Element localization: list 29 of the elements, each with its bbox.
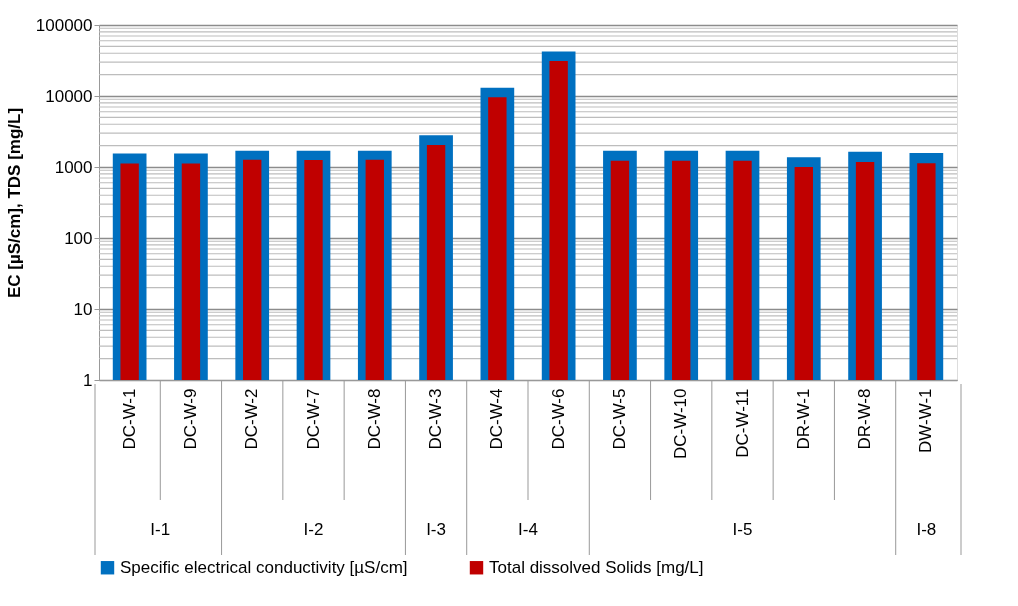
- y-tick-label: 10: [73, 299, 93, 319]
- y-tick-label: 1000: [54, 157, 93, 177]
- legend-label: Total dissolved Solids [mg/L]: [489, 557, 704, 577]
- y-axis-title: EC [µS/cm], TDS [mg/L]: [4, 107, 24, 299]
- legend-label: Specific electrical conductivity [µS/cm]: [120, 557, 408, 577]
- y-tick-label: 100: [64, 228, 93, 248]
- x-tick-label: DC-W-2: [242, 388, 262, 450]
- x-tick-label: DC-W-6: [548, 388, 568, 450]
- x-tick-label: DC-W-9: [180, 388, 200, 450]
- x-tick-label: DC-W-11: [732, 388, 752, 458]
- x-tick-label: DC-W-7: [303, 388, 323, 450]
- text: I-2: [303, 520, 324, 539]
- y-tick-label: 10000: [45, 86, 93, 106]
- x-tick-label: DC-W-1: [119, 388, 139, 450]
- x-tick-label: DC-W-10: [671, 388, 691, 460]
- y-tick-label: 1: [83, 370, 93, 390]
- text: I-4: [518, 520, 538, 539]
- text: I-8: [916, 520, 937, 539]
- text: I-3: [426, 520, 446, 539]
- y-tick-label: 100000: [35, 15, 93, 35]
- x-tick-label: DC-W-8: [364, 388, 384, 450]
- x-tick-label: DR-W-1: [793, 388, 813, 450]
- text: I-5: [732, 520, 753, 539]
- x-tick-label: DR-W-8: [855, 388, 875, 450]
- x-tick-label: DC-W-4: [487, 388, 507, 450]
- text: I-1: [150, 520, 171, 539]
- x-tick-label: DC-W-5: [609, 388, 629, 450]
- x-tick-label: DC-W-3: [426, 388, 446, 450]
- x-tick-label: DW-W-1: [916, 388, 936, 454]
